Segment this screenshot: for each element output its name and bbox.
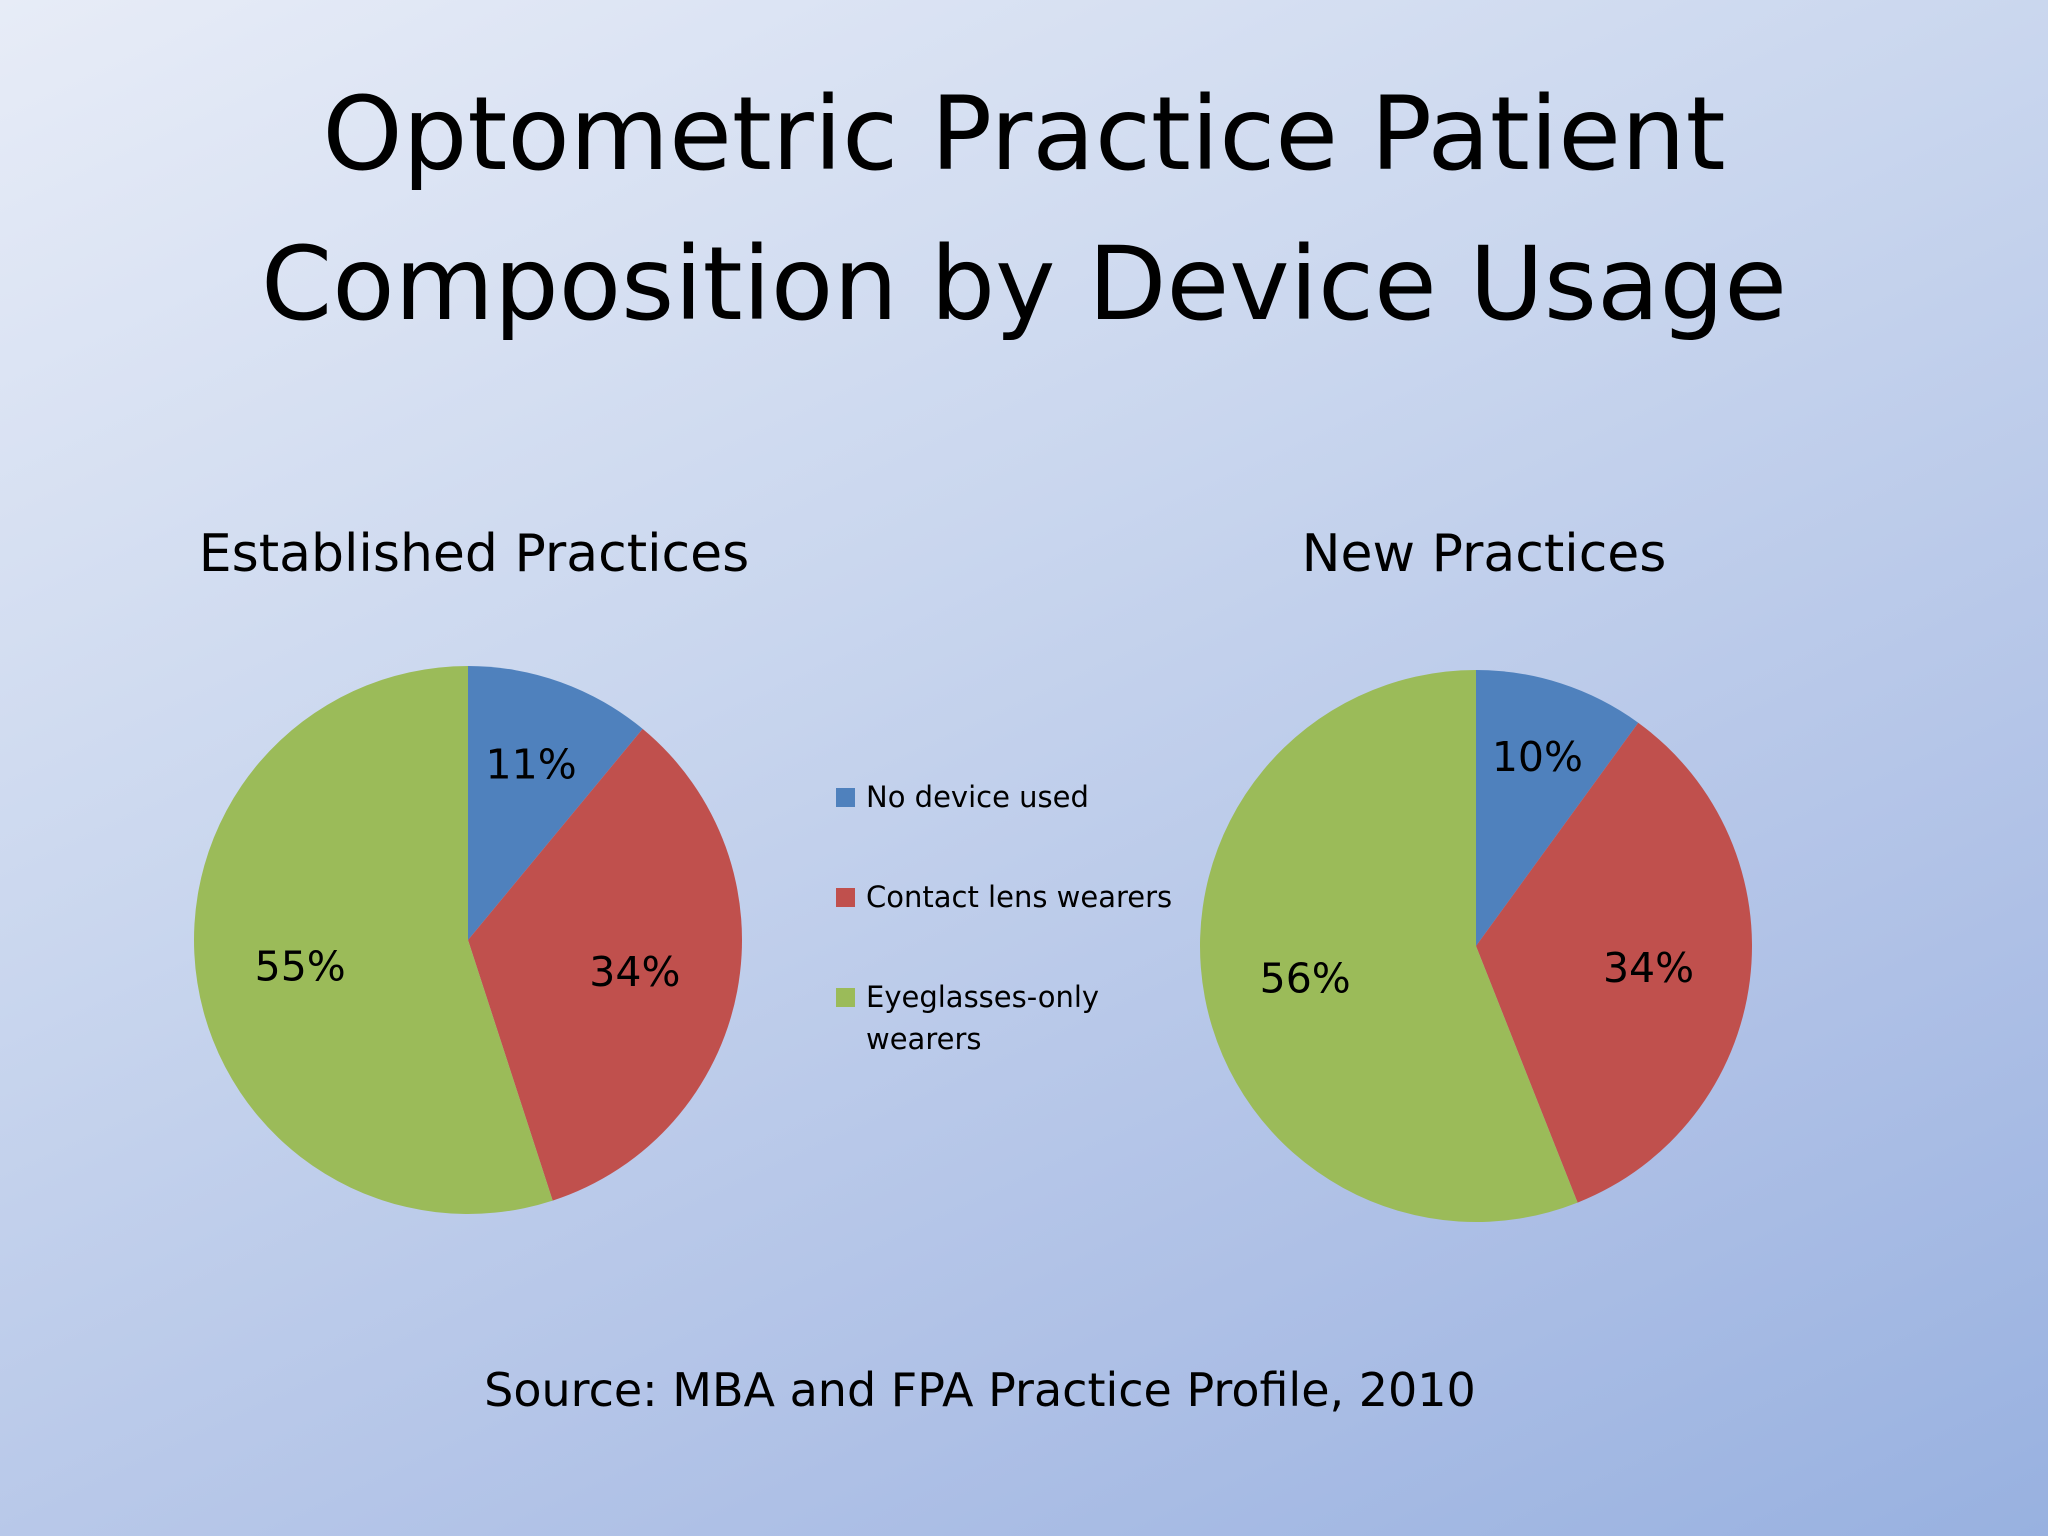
legend-label-contact-lens: Contact lens wearers — [866, 880, 1173, 914]
pie-established-label-no-device: 11% — [486, 741, 577, 789]
chart-title-new: New Practices — [1301, 524, 1667, 584]
slide-title-line-1: Optometric Practice Patient — [322, 75, 1726, 194]
pie-new: 10% 34% 56% — [1199, 670, 1753, 1222]
pie-established-label-contact-lens: 34% — [589, 948, 680, 996]
pie-new-slice-no-device — [1476, 670, 1639, 946]
pie-established-label-eyeglasses: 55% — [255, 943, 346, 991]
legend-label-eyeglasses: Eyeglasses-only wearers — [866, 980, 1100, 1056]
pie-new-slice-eyeglasses — [1199, 670, 1578, 1222]
slide-title-line-2: Composition by Device Usage — [260, 225, 1787, 344]
pie-established: 11% 34% 55% — [193, 666, 742, 1214]
pie-new-label-contact-lens: 34% — [1603, 944, 1694, 992]
legend-item-eyeglasses: Eyeglasses-only wearers — [836, 976, 1196, 1060]
chart-title-established: Established Practices — [198, 524, 750, 584]
legend-swatch-eyeglasses — [836, 988, 855, 1007]
pie-new-label-no-device: 10% — [1492, 733, 1583, 781]
pie-established-slice-no-device — [468, 666, 643, 940]
legend: No device used Contact lens wearers Eyeg… — [836, 776, 1196, 1118]
source-note: Source: MBA and FPA Practice Profile, 20… — [484, 1363, 1476, 1417]
pie-new-label-eyeglasses: 56% — [1260, 955, 1351, 1003]
legend-swatch-contact-lens — [836, 888, 855, 907]
pie-established-slice-contact-lens — [468, 728, 742, 1201]
pie-new-slice-contact-lens — [1476, 722, 1753, 1203]
legend-item-contact-lens: Contact lens wearers — [836, 876, 1196, 918]
pie-established-slice-eyeglasses — [193, 666, 553, 1214]
legend-swatch-no-device — [836, 788, 855, 807]
legend-label-no-device: No device used — [866, 780, 1089, 814]
legend-item-no-device: No device used — [836, 776, 1196, 818]
slide-title: Optometric Practice Patient Composition … — [0, 60, 2048, 360]
